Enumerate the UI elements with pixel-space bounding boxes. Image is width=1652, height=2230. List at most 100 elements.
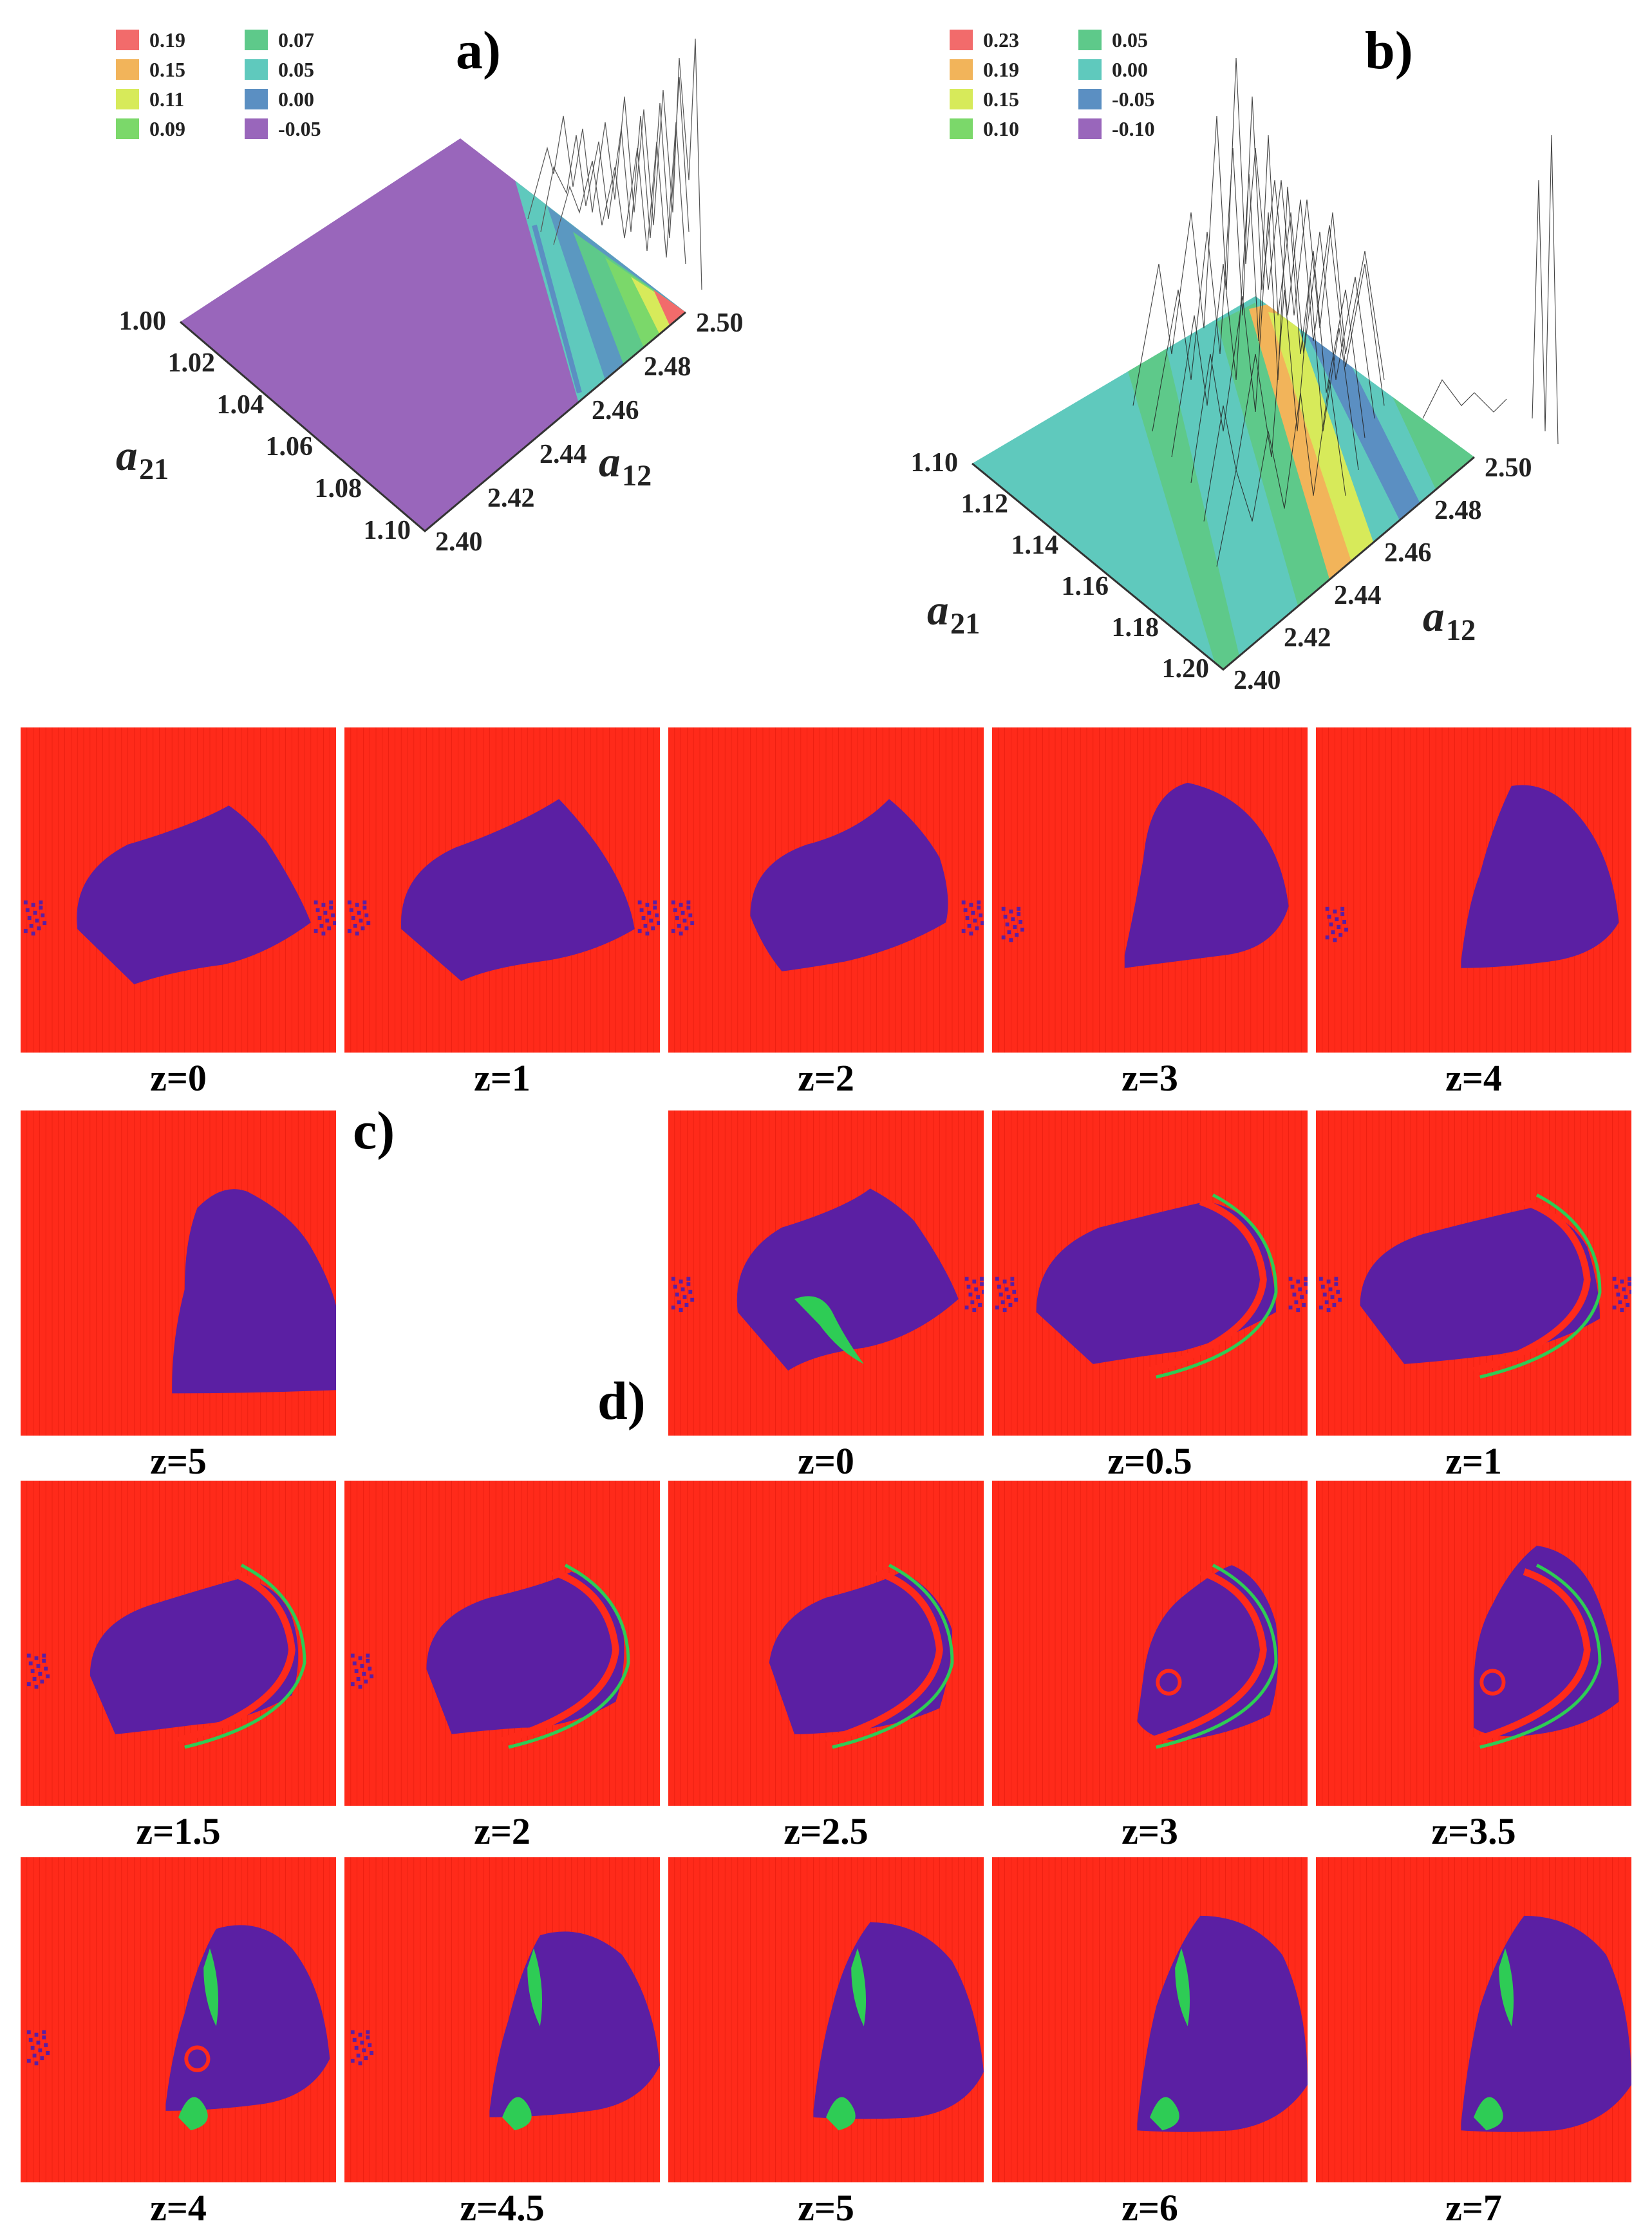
basin-map (1316, 1857, 1631, 2182)
scatter-dot (673, 908, 677, 912)
a21-tick-label: 1.10 (911, 448, 959, 478)
scatter-dot (980, 1277, 984, 1281)
scatter-dot (366, 2035, 370, 2039)
scatter-dot (325, 918, 330, 923)
basin-map (668, 1481, 984, 1806)
scatter-dot (682, 918, 687, 923)
basin-map (668, 1110, 984, 1436)
scatter-dot (1007, 930, 1011, 935)
basin-map (21, 1857, 336, 2182)
basin-map (992, 727, 1308, 1053)
basin-map (21, 1481, 336, 1806)
basin-filament (1472, 1198, 1591, 1374)
scatter-dot (40, 2056, 44, 2061)
scatter-dot (1330, 1295, 1335, 1299)
basin-filament (501, 1568, 619, 1745)
a12-tick-label: 2.44 (540, 440, 587, 469)
panel-c-tile (21, 1110, 336, 1436)
scatter-dot (36, 2040, 41, 2045)
scatter-dot (1292, 1292, 1297, 1297)
secondary-basin-filament (1156, 1564, 1278, 1749)
scatter-dot (1009, 938, 1013, 942)
scatter-dot (978, 1302, 982, 1307)
scatter-dot (675, 1292, 679, 1297)
legend-swatch (1078, 30, 1102, 50)
legend-value: 0.07 (278, 28, 314, 52)
scatter-dot (637, 900, 642, 904)
scatter-dot (686, 905, 691, 910)
scatter-dot (357, 910, 361, 915)
scatter-dot (350, 2059, 355, 2063)
scatter-dot (37, 926, 41, 931)
scatter-dot (681, 1287, 685, 1291)
scatter-dot (29, 924, 33, 928)
scatter-dot (645, 903, 650, 907)
scatter-dot (358, 1656, 362, 1660)
scatter-dot (690, 921, 695, 926)
scatter-dot (42, 1658, 46, 1663)
scatter-dot (362, 2048, 366, 2052)
panel-d-tile (344, 1481, 660, 1806)
scatter-dot (980, 1282, 984, 1286)
panel-b-label: b) (1365, 21, 1413, 80)
scatter-dot (645, 932, 650, 936)
scatter-dot (347, 900, 352, 904)
legend-value: 0.00 (278, 88, 314, 111)
scatter-dot (354, 1669, 359, 1673)
secondary-basin-region (203, 1948, 219, 2027)
z-caption: z=6 (1122, 2187, 1178, 2229)
scatter-dot (351, 915, 355, 920)
scatter-dot (46, 1674, 50, 1679)
scatter-dot (1003, 914, 1008, 919)
scatter-dot (671, 929, 675, 933)
legend-value: 0.11 (149, 88, 185, 111)
a21-tick-label: 1.18 (1112, 613, 1159, 642)
scatter-dot (969, 932, 973, 936)
secondary-basin-filament (508, 1564, 630, 1749)
scatter-dot (1622, 1287, 1626, 1291)
scatter-dot (679, 1308, 683, 1313)
scatter-dot (321, 903, 326, 907)
panel-c-tile (21, 727, 336, 1053)
scatter-dot (1017, 906, 1021, 911)
scatter-dot (26, 1653, 31, 1658)
bounded-basin-region (750, 799, 948, 971)
panel-d-tile (992, 1857, 1308, 2182)
scatter-dot (358, 1685, 362, 1689)
scatter-dot (364, 2056, 368, 2061)
scatter-dot (1333, 909, 1337, 914)
a21-tick-label: 1.14 (1011, 530, 1059, 560)
scatter-dot (1620, 1308, 1624, 1313)
legend-value: -0.05 (1112, 88, 1155, 111)
scatter-dot (1002, 1308, 1007, 1313)
scatter-dot (28, 1661, 33, 1665)
a12-tick-label: 2.48 (644, 352, 691, 382)
scatter-dot (681, 910, 685, 915)
scatter-dot (1288, 1306, 1293, 1310)
scatter-dot (677, 1300, 681, 1304)
scatter-dot (637, 929, 642, 933)
z-caption: z=2 (798, 1057, 854, 1099)
scatter-dot (1324, 1300, 1329, 1304)
scatter-dot (690, 1297, 695, 1302)
scatter-dot (1298, 1287, 1302, 1291)
legend-swatch (1078, 118, 1102, 139)
z-caption: z=4.5 (460, 2187, 545, 2229)
panel-d-label: d) (597, 1371, 646, 1431)
panel-b-surface-plot: 1.101.121.141.161.181.20 2.402.422.442.46… (911, 57, 1559, 695)
basin-filament (1149, 1198, 1267, 1374)
scatter-dot (333, 921, 336, 926)
bounded-basin-region (77, 805, 311, 984)
a12-tick-label: 2.40 (435, 527, 483, 557)
legend-value: -0.10 (1112, 117, 1155, 140)
scatter-dot (327, 926, 332, 931)
a21-axis-subscript: 21 (139, 453, 169, 485)
scatter-dot (364, 913, 369, 917)
scatter-dot (1005, 923, 1009, 927)
scatter-dot (354, 2045, 359, 2050)
scatter-dot (41, 913, 45, 917)
z-caption: z=1 (1445, 1440, 1502, 1482)
scatter-dot (1008, 1302, 1013, 1307)
bounded-basin-region (1124, 782, 1289, 968)
scatter-dot (31, 932, 35, 936)
